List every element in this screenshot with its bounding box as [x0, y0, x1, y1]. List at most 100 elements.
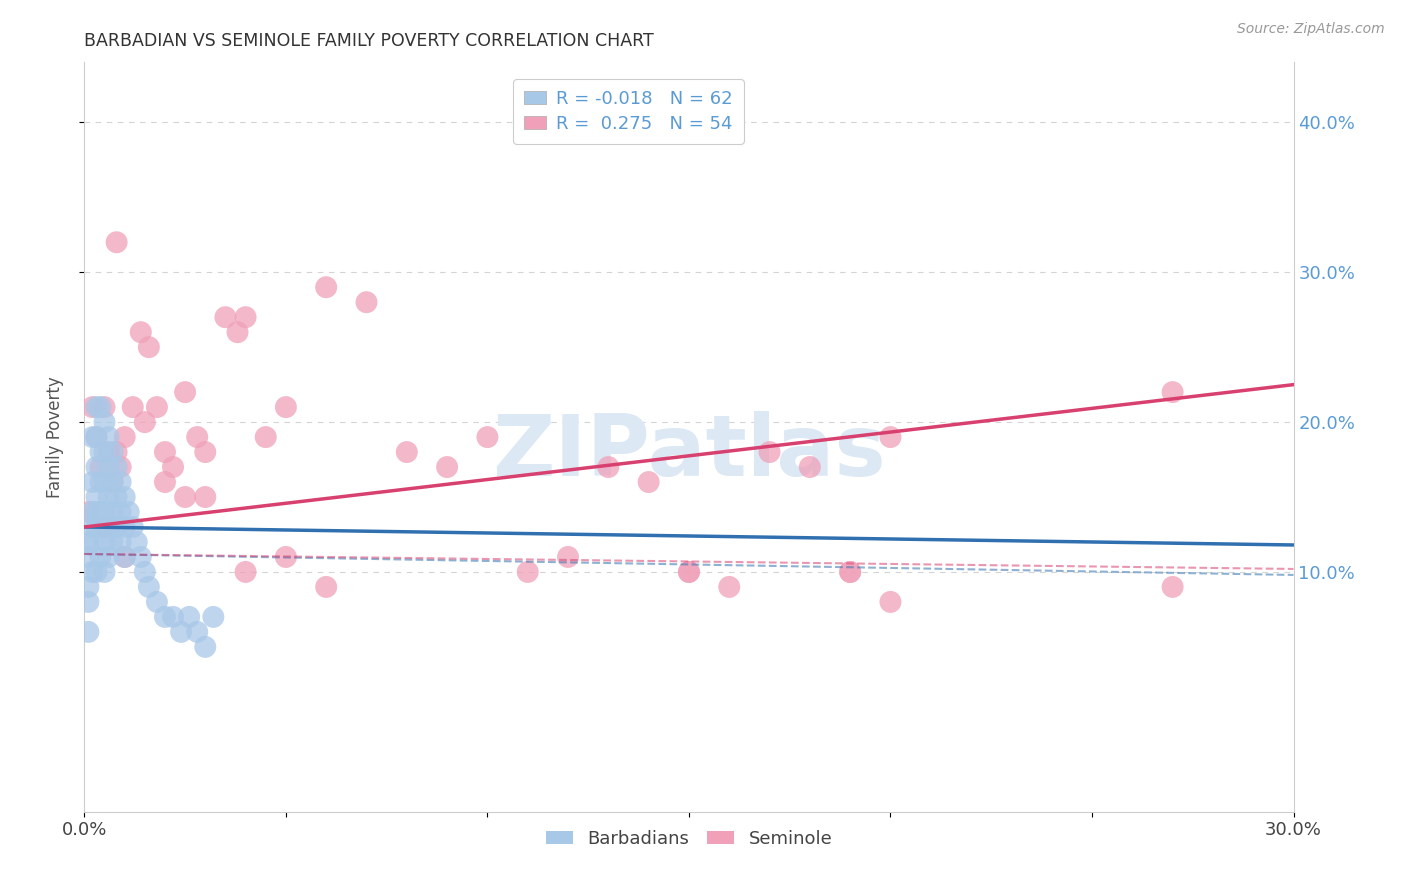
- Point: [179, 610, 201, 624]
- Point: [101, 535, 124, 549]
- Point: [101, 445, 124, 459]
- Point: [97, 520, 120, 534]
- Text: ZIPatlas: ZIPatlas: [492, 410, 886, 493]
- Point: [89, 445, 111, 459]
- Point: [121, 400, 143, 414]
- Point: [101, 505, 124, 519]
- Point: [114, 520, 136, 534]
- Point: [557, 549, 579, 564]
- Text: Source: ZipAtlas.com: Source: ZipAtlas.com: [1237, 22, 1385, 37]
- Point: [110, 535, 132, 549]
- Point: [89, 520, 111, 534]
- Point: [315, 580, 337, 594]
- Point: [82, 520, 104, 534]
- Y-axis label: Family Poverty: Family Poverty: [45, 376, 63, 498]
- Point: [89, 475, 111, 489]
- Point: [235, 565, 257, 579]
- Point: [839, 565, 862, 579]
- Point: [1161, 580, 1184, 594]
- Point: [678, 565, 700, 579]
- Point: [194, 445, 217, 459]
- Point: [194, 640, 217, 654]
- Point: [202, 610, 225, 624]
- Point: [93, 505, 115, 519]
- Point: [93, 520, 115, 534]
- Point: [93, 445, 115, 459]
- Point: [82, 505, 104, 519]
- Point: [718, 580, 741, 594]
- Point: [134, 415, 156, 429]
- Point: [86, 400, 108, 414]
- Point: [93, 475, 115, 489]
- Point: [105, 490, 128, 504]
- Point: [758, 445, 780, 459]
- Point: [121, 520, 143, 534]
- Point: [214, 310, 236, 325]
- Point: [153, 610, 176, 624]
- Point: [174, 490, 197, 504]
- Point: [598, 460, 620, 475]
- Point: [110, 475, 132, 489]
- Point: [93, 535, 115, 549]
- Point: [86, 520, 108, 534]
- Point: [138, 580, 160, 594]
- Point: [799, 460, 821, 475]
- Point: [129, 325, 152, 339]
- Point: [77, 595, 100, 609]
- Point: [77, 624, 100, 639]
- Point: [77, 549, 100, 564]
- Point: [77, 535, 100, 549]
- Point: [77, 505, 100, 519]
- Point: [395, 445, 418, 459]
- Point: [110, 460, 132, 475]
- Point: [110, 505, 132, 519]
- Point: [82, 535, 104, 549]
- Point: [134, 565, 156, 579]
- Point: [170, 624, 193, 639]
- Point: [97, 490, 120, 504]
- Point: [105, 520, 128, 534]
- Point: [114, 549, 136, 564]
- Point: [678, 565, 700, 579]
- Point: [114, 549, 136, 564]
- Point: [477, 430, 499, 444]
- Point: [82, 475, 104, 489]
- Point: [186, 430, 208, 444]
- Point: [114, 430, 136, 444]
- Point: [315, 280, 337, 294]
- Point: [138, 340, 160, 354]
- Point: [93, 400, 115, 414]
- Point: [86, 430, 108, 444]
- Point: [86, 565, 108, 579]
- Point: [146, 595, 169, 609]
- Point: [97, 460, 120, 475]
- Point: [97, 430, 120, 444]
- Point: [436, 460, 458, 475]
- Point: [105, 235, 128, 250]
- Point: [86, 505, 108, 519]
- Point: [105, 460, 128, 475]
- Point: [235, 310, 257, 325]
- Point: [89, 505, 111, 519]
- Point: [82, 400, 104, 414]
- Point: [254, 430, 277, 444]
- Point: [93, 415, 115, 429]
- Point: [162, 460, 184, 475]
- Point: [97, 445, 120, 459]
- Point: [86, 430, 108, 444]
- Text: BARBADIAN VS SEMINOLE FAMILY POVERTY CORRELATION CHART: BARBADIAN VS SEMINOLE FAMILY POVERTY COR…: [84, 32, 654, 50]
- Point: [516, 565, 538, 579]
- Point: [118, 505, 141, 519]
- Point: [89, 460, 111, 475]
- Point: [153, 445, 176, 459]
- Point: [89, 549, 111, 564]
- Point: [77, 580, 100, 594]
- Point: [637, 475, 659, 489]
- Legend: Barbadians, Seminole: Barbadians, Seminole: [538, 822, 839, 855]
- Point: [186, 624, 208, 639]
- Point: [174, 385, 197, 400]
- Point: [1161, 385, 1184, 400]
- Point: [879, 595, 901, 609]
- Point: [226, 325, 249, 339]
- Point: [101, 475, 124, 489]
